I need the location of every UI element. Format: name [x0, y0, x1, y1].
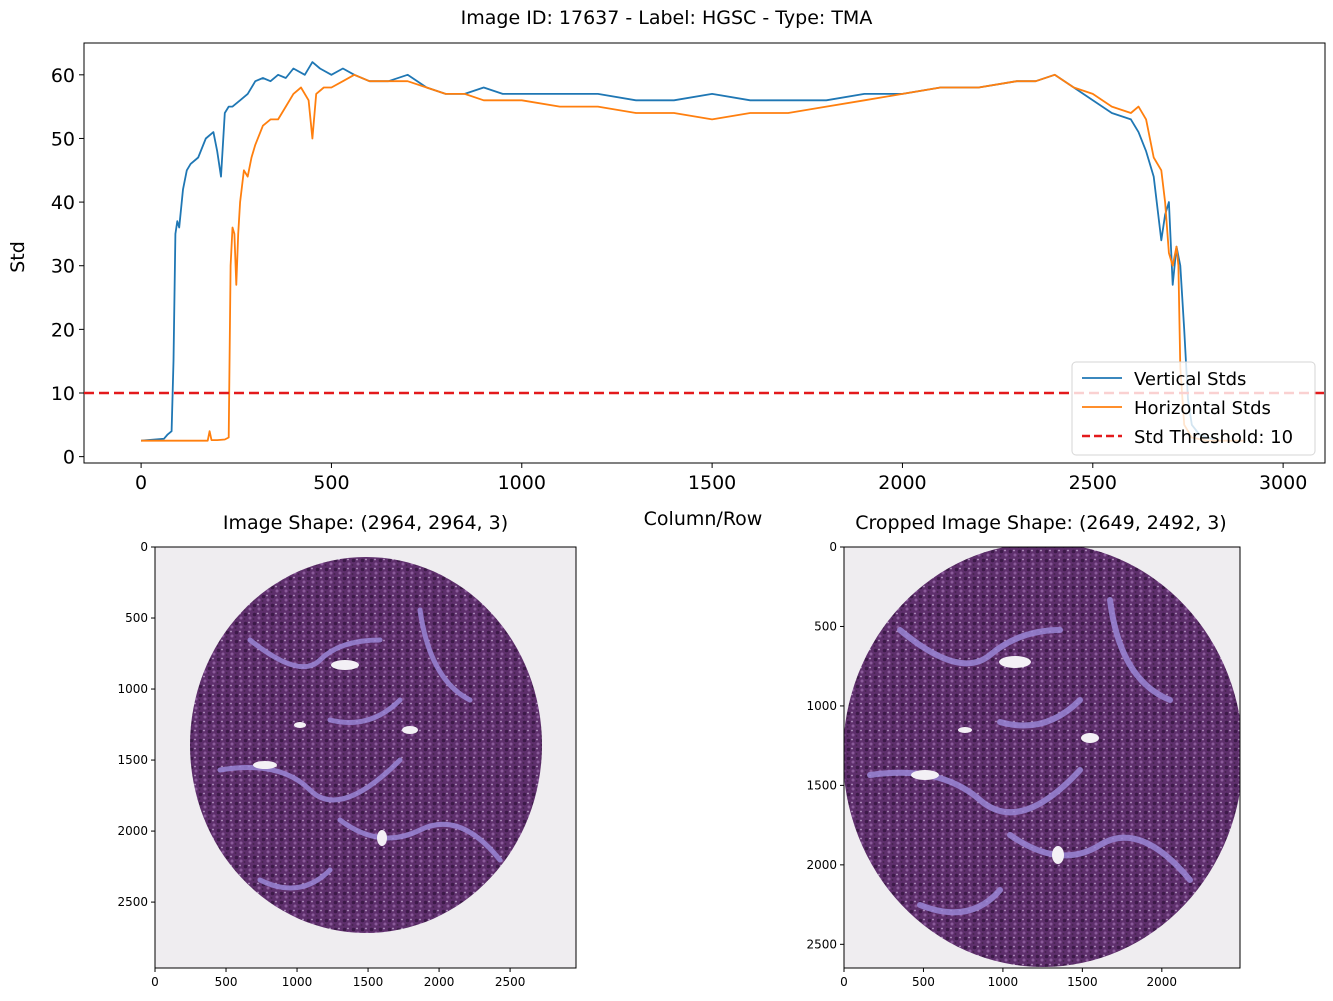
image-y-tick-label: 500: [814, 619, 837, 633]
image-x-tick-label: 500: [912, 975, 935, 989]
legend-box: [1071, 361, 1316, 456]
y-tick-label: 20: [51, 319, 75, 341]
series-layer: [84, 61, 1325, 442]
image-x-tick-label: 1000: [988, 975, 1019, 989]
x-tick-label: 1000: [498, 472, 546, 494]
legend: Vertical Stds Horizontal Stds Std Threshol…: [1071, 361, 1316, 456]
left-image-title: Image Shape: (2964, 2964, 3): [222, 512, 509, 534]
y-tick-label: 30: [51, 256, 75, 278]
right-image-ticks: 0 500 1000 1500 2000 0 500 1000 1500 2000 2500: [806, 540, 1177, 989]
y-tick-label: 60: [51, 65, 75, 87]
legend-entry-label: Std Threshold: 10: [1134, 427, 1293, 448]
plot-frame: [83, 42, 1326, 464]
y-tick-label: 0: [63, 447, 75, 469]
right-tissue-core: [844, 547, 1240, 967]
image-x-tick-label: 0: [151, 975, 159, 989]
x-tick-label: 3000: [1259, 472, 1307, 494]
x-tick-label: 2000: [878, 472, 926, 494]
legend-entry-label: Horizontal Stds: [1134, 398, 1271, 419]
image-y-tick-label: 1500: [806, 778, 837, 792]
image-x-tick-label: 0: [840, 975, 848, 989]
x-tick-label: 2500: [1069, 472, 1117, 494]
x-axis-label: Column/Row: [643, 508, 763, 530]
image-y-tick-label: 1000: [117, 682, 148, 696]
image-x-tick-label: 500: [215, 975, 238, 989]
image-x-tick-label: 1500: [353, 975, 384, 989]
image-y-tick-label: 0: [829, 540, 837, 554]
tick-layer: 0 500 1000 1500 2000 2500 3000 0 10 20 30 40 50 60: [51, 65, 1307, 494]
image-x-tick-label: 2000: [424, 975, 455, 989]
left-tissue-core: [190, 557, 542, 933]
x-tick-label: 1500: [688, 472, 736, 494]
image-y-tick-label: 2000: [117, 824, 148, 838]
image-x-tick-label: 1000: [282, 975, 313, 989]
image-y-tick-label: 2000: [806, 858, 837, 872]
image-y-tick-label: 1000: [806, 699, 837, 713]
y-tick-label: 10: [51, 383, 75, 405]
figure-title: Image ID: 17637 - Label: HGSC - Type: TM…: [460, 7, 873, 29]
image-y-tick-label: 1500: [117, 753, 148, 767]
image-y-tick-label: 2500: [117, 895, 148, 909]
x-tick-label: 0: [135, 472, 147, 494]
y-tick-label: 50: [51, 128, 75, 150]
y-tick-label: 40: [51, 192, 75, 214]
legend-entry-label: Vertical Stds: [1134, 369, 1246, 390]
horizontal-stds-line: [141, 73, 1246, 442]
left-image-ticks: 0 500 1000 1500 2000 2500 0 500 1000 1500 2000 2500: [117, 540, 525, 989]
image-y-tick-label: 0: [140, 540, 148, 554]
image-y-tick-label: 500: [125, 611, 148, 625]
image-x-tick-label: 1500: [1067, 975, 1098, 989]
image-x-tick-label: 2500: [495, 975, 526, 989]
image-y-tick-label: 2500: [806, 937, 837, 951]
x-tick-label: 500: [313, 472, 349, 494]
image-x-tick-label: 2000: [1147, 975, 1178, 989]
right-image-title: Cropped Image Shape: (2649, 2492, 3): [855, 512, 1227, 534]
